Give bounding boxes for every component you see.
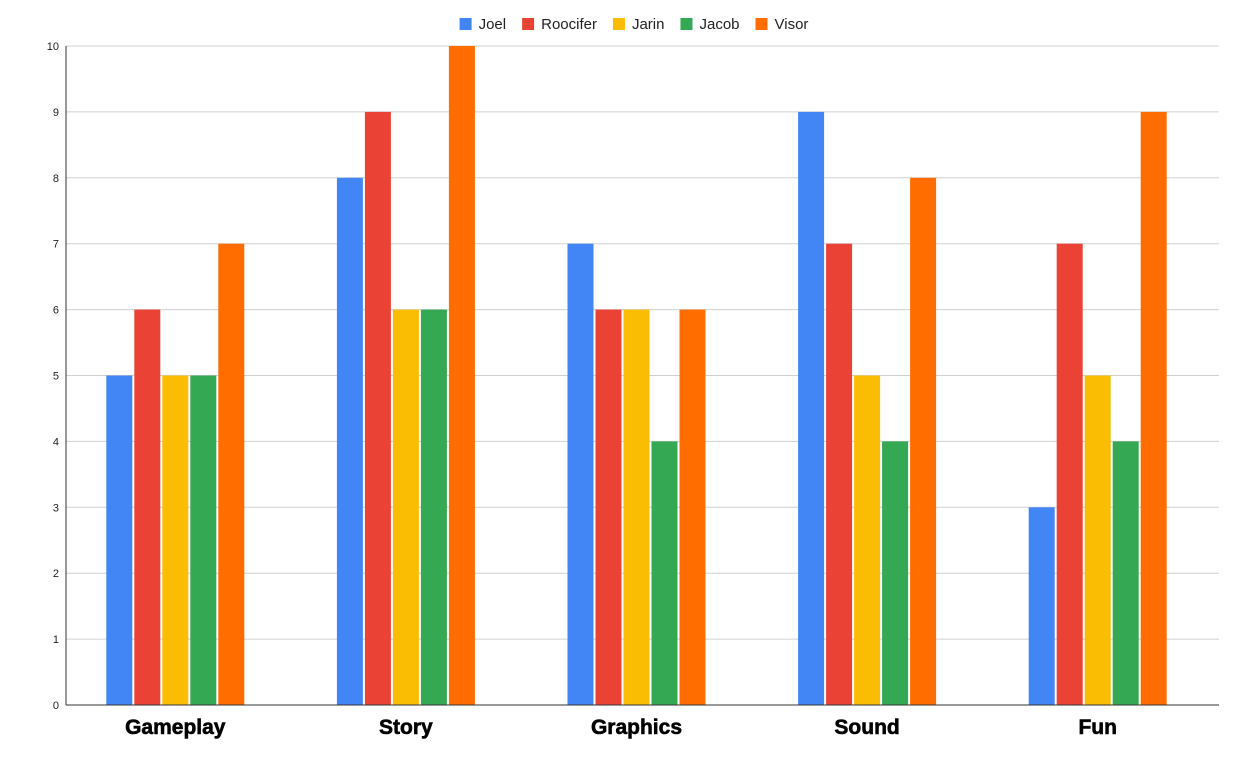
y-tick-label: 10 [47,41,59,53]
bar-jarin-sound [854,375,881,705]
bar-visor-sound [910,177,937,706]
bar-roocifer-graphics [595,309,622,705]
bar-roocifer-sound [826,243,853,705]
y-tick-label: 8 [53,173,59,185]
bar-visor-story [448,46,475,705]
legend-swatch-roocifer [522,18,535,30]
bar-jarin-story [392,309,419,705]
bar-jacob-graphics [651,441,678,705]
x-tick-label: Fun [1078,716,1116,739]
axes: 0 1 2 3 4 5 6 7 8 9 10 Gameplay Story Graphics Sound Fu… [47,41,1219,739]
bar-roocifer-story [364,111,391,705]
legend-label-roocifer: Roocifer [541,16,597,33]
legend-swatch-visor [755,18,768,30]
bar-jacob-fun [1112,441,1139,705]
x-tick-label: Gameplay [125,716,226,739]
y-tick-label: 5 [53,371,59,383]
bar-joel-graphics [567,243,594,705]
bar-jarin-gameplay [162,375,189,705]
bar-joel-story [336,177,363,706]
legend-swatch-jacob [680,18,693,30]
y-tick-label: 0 [53,700,59,712]
bar-joel-fun [1028,507,1055,705]
y-tick-label: 3 [53,502,59,514]
y-tick-label: 6 [53,305,59,317]
x-tick-label: Story [379,716,433,739]
legend-label-visor: Visor [775,16,809,33]
bar-jacob-sound [882,441,909,705]
bar-visor-graphics [679,309,706,705]
bar-visor-fun [1140,111,1167,705]
legend-swatch-jarin [612,18,625,30]
bar-jarin-fun [1084,375,1111,705]
x-tick-label: Graphics [591,716,682,739]
bar-jacob-gameplay [190,375,217,705]
x-tick-label: Sound [834,716,899,739]
legend-label-jacob: Jacob [699,16,739,33]
bars [106,46,1167,706]
bar-joel-sound [798,111,825,705]
bar-joel-gameplay [106,375,133,705]
bar-jarin-graphics [623,309,650,705]
bar-jacob-story [420,309,447,705]
y-tick-label: 7 [53,239,59,251]
legend: Joel Roocifer Jarin Jacob Visor [459,16,809,33]
legend-label-joel: Joel [479,16,507,33]
y-tick-label: 2 [53,568,59,580]
y-tick-label: 4 [53,436,59,448]
legend-label-jarin: Jarin [632,16,665,33]
y-tick-label: 9 [53,107,59,119]
bar-roocifer-gameplay [134,309,161,705]
legend-swatch-joel [459,18,472,30]
y-tick-label: 1 [53,634,59,646]
bar-visor-gameplay [218,243,245,705]
bar-roocifer-fun [1056,243,1083,705]
